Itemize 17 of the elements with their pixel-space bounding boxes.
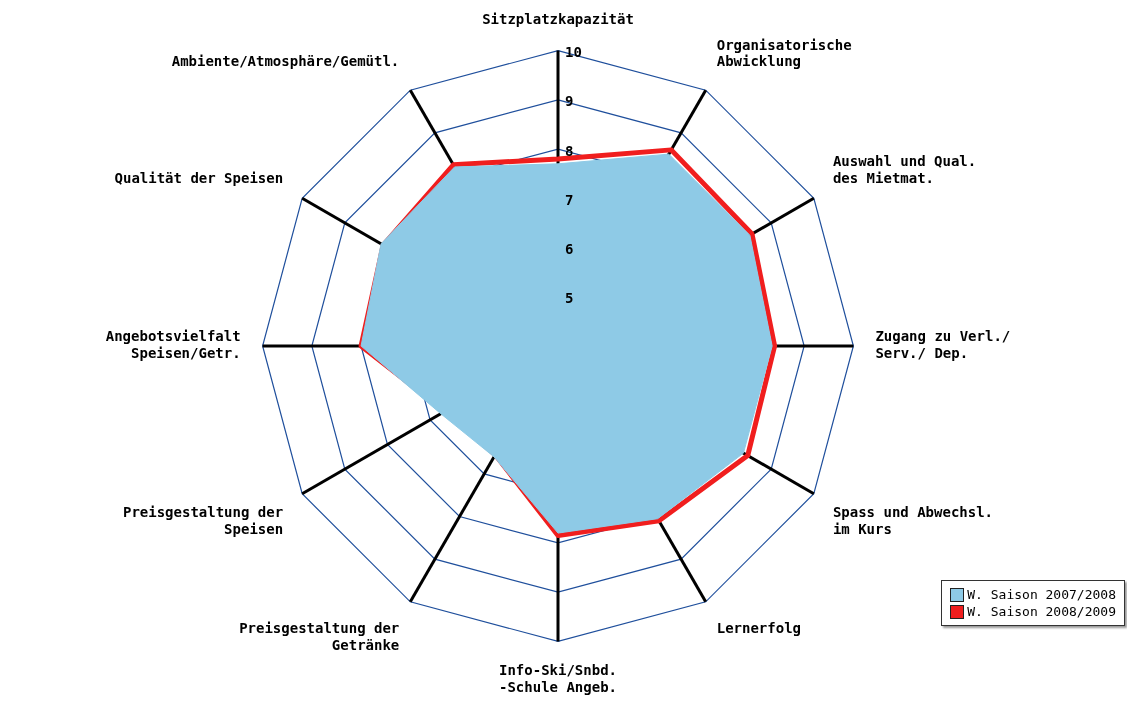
legend-label: W. Saison 2007/2008 (967, 587, 1116, 602)
spoke-label: Preisgestaltung der Speisen (122, 503, 284, 537)
y-tick-label: 7 (565, 191, 574, 208)
y-tick-label: 5 (565, 290, 574, 307)
spoke-label: Qualität der Speisen (114, 169, 284, 186)
spoke-label: Preisgestaltung der Getränke (239, 619, 400, 653)
y-tick-label: 6 (565, 241, 574, 258)
spoke-label: Auswahl und Qual. des Mietmat. (832, 152, 977, 186)
spoke-label: Lernerfolg (716, 619, 801, 636)
spoke-label: Angebotsvielfalt Speisen/Getr. (105, 328, 241, 362)
spoke-label: Organisatorische Abwicklung (716, 36, 852, 70)
spoke-label: Sitzplatzkapazität (482, 10, 634, 27)
spoke-label: Ambiente/Atmosphäre/Gemütl. (171, 53, 400, 70)
spoke-label: Info-Ski/Snbd. -Schule Angeb. (498, 662, 618, 696)
spoke-label: Spass und Abwechsl. im Kurs (832, 503, 994, 537)
spoke-label: Zugang zu Verl./ Serv./ Dep. (875, 328, 1011, 362)
legend-label: W. Saison 2008/2009 (967, 604, 1116, 619)
